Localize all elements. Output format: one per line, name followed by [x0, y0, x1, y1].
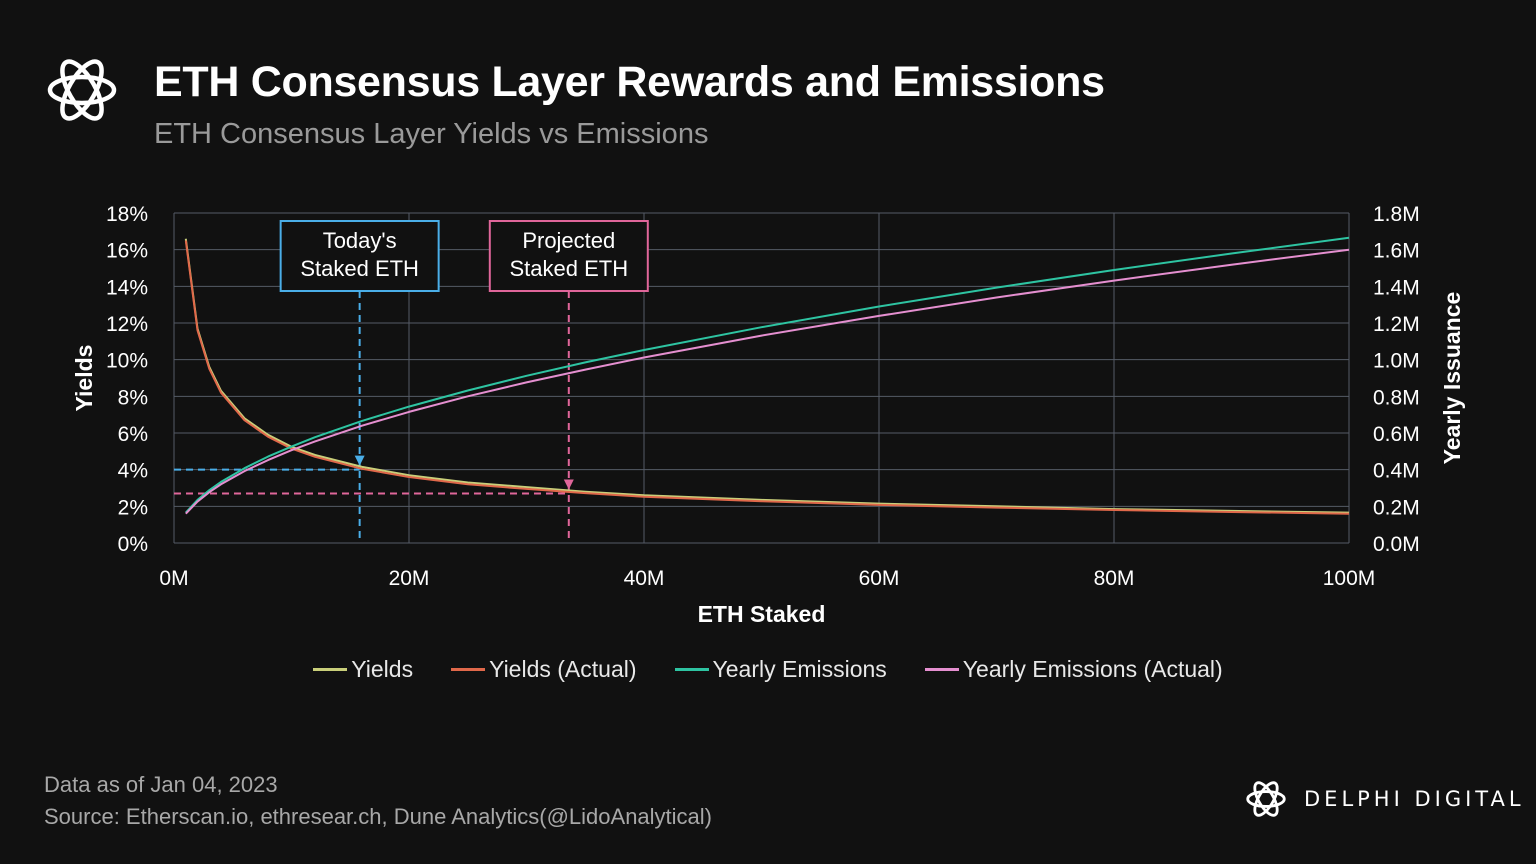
y2-tick-label: 0.8M — [1373, 386, 1420, 409]
annotation-box — [488, 220, 649, 292]
y-tick-label: 18% — [106, 203, 148, 226]
y2-tick-label: 0.6M — [1373, 423, 1420, 446]
x-tick-label: 80M — [1094, 567, 1135, 590]
legend-item-yearly-emissions: Yearly Emissions — [674, 656, 887, 683]
y2-tick-label: 0.4M — [1373, 460, 1420, 483]
y-tick-label: 4% — [118, 460, 148, 483]
legend-label-yields-actual: Yields (Actual) — [489, 656, 637, 682]
y-tick-label: 6% — [118, 423, 148, 446]
legend-swatch-yearly-emissions — [674, 668, 709, 671]
delphi-brand-icon — [1246, 781, 1286, 817]
y-tick-label: 10% — [106, 350, 148, 373]
x-tick-label: 40M — [624, 567, 665, 590]
chart-title: ETH Consensus Layer Rewards and Emission… — [154, 58, 1105, 106]
legend-swatch-yields-actual — [451, 668, 486, 671]
annotation-box — [279, 220, 440, 292]
y-tick-label: 2% — [118, 496, 148, 519]
x-tick-label: 20M — [389, 567, 430, 590]
legend-label-yields: Yields — [351, 656, 414, 682]
x-tick-label: 0M — [159, 567, 188, 590]
legend-label-yearly-emissions: Yearly Emissions — [712, 656, 887, 682]
series-line-yearly-emissions-actual — [185, 248, 1350, 515]
source-note: Source: Etherscan.io, ethresear.ch, Dune… — [44, 804, 713, 829]
y-axis-title: Yields — [71, 345, 97, 412]
y2-axis-title: Yearly Issuance — [1439, 292, 1465, 465]
y-tick-label: 0% — [118, 533, 148, 556]
y2-tick-label: 1.6M — [1373, 240, 1420, 263]
series-line-yields — [184, 238, 1350, 514]
chart-subtitle: ETH Consensus Layer Yields vs Emissions — [154, 118, 709, 150]
series-line-yields-actual — [184, 240, 1350, 515]
x-tick-label: 100M — [1323, 567, 1376, 590]
series-line-yearly-emissions — [185, 236, 1350, 514]
brand-mark: DELPHI DIGITAL — [1242, 776, 1525, 822]
legend-item-yields: Yields — [313, 656, 413, 683]
chart-legend: Yields Yields (Actual) Yearly Emissions … — [0, 656, 1536, 683]
annotation-arrow — [354, 455, 365, 466]
y2-tick-label: 0.0M — [1373, 533, 1420, 556]
y2-tick-label: 1.4M — [1373, 276, 1420, 299]
y2-tick-label: 1.2M — [1373, 313, 1420, 336]
annotation-label: Staked ETH — [300, 256, 419, 281]
brand-name: DELPHI DIGITAL — [1304, 787, 1525, 811]
annotation-label: Projected — [522, 228, 615, 253]
legend-label-yearly-emissions-actual: Yearly Emissions (Actual) — [962, 656, 1223, 682]
y2-tick-label: 1.0M — [1373, 350, 1420, 373]
legend-swatch-yields — [313, 668, 348, 671]
annotation-label: Today's — [323, 228, 397, 253]
y2-tick-label: 1.8M — [1373, 203, 1420, 226]
legend-item-yearly-emissions-actual: Yearly Emissions (Actual) — [924, 656, 1223, 683]
x-tick-label: 60M — [859, 567, 900, 590]
annotation-arrow — [563, 479, 574, 490]
annotation-label: Staked ETH — [509, 256, 628, 281]
delphi-logo-icon — [47, 59, 117, 121]
y-tick-label: 16% — [106, 240, 148, 263]
y-tick-label: 14% — [106, 276, 148, 299]
y-tick-label: 8% — [118, 386, 148, 409]
legend-item-yields-actual: Yields (Actual) — [451, 656, 637, 683]
y2-tick-label: 0.2M — [1373, 496, 1420, 519]
legend-swatch-yearly-emissions-actual — [924, 668, 959, 671]
data-date-note: Data as of Jan 04, 2023 — [44, 772, 278, 797]
x-axis-title: ETH Staked — [698, 601, 826, 627]
y-tick-label: 12% — [106, 313, 148, 336]
